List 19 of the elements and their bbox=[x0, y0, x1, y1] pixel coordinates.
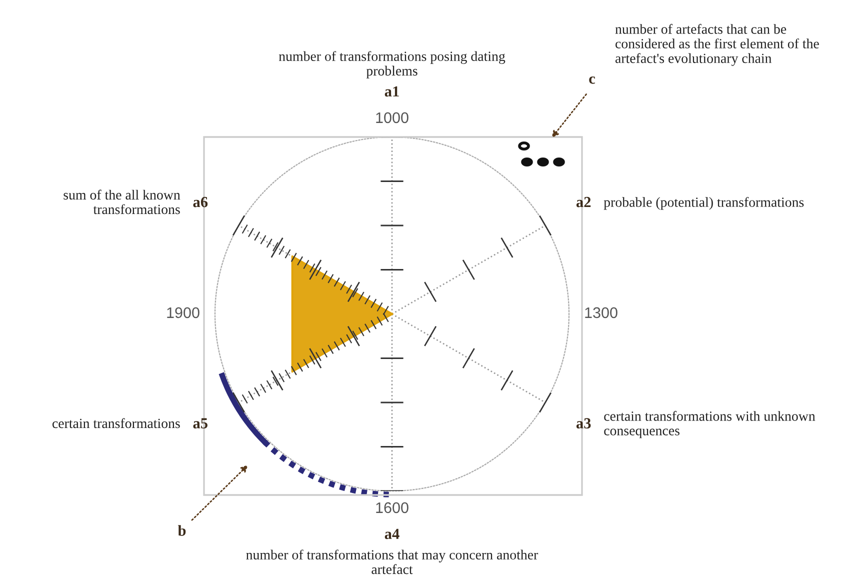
text: 1300 bbox=[585, 307, 618, 318]
text: 1900 bbox=[167, 307, 200, 318]
text: number of transformations posing dating problems bbox=[278, 51, 506, 78]
text: 1600 bbox=[376, 502, 408, 514]
spoke-label: a1 bbox=[384, 86, 399, 97]
text: b bbox=[178, 525, 186, 536]
text: certain transformations with unknown consequences bbox=[604, 410, 816, 438]
spoke-label: a2 bbox=[576, 196, 591, 208]
spoke-label: a4 bbox=[384, 528, 400, 540]
text: certain transformations bbox=[52, 418, 180, 428]
spoke-label: a6 bbox=[193, 196, 208, 208]
text: 1000 bbox=[376, 112, 408, 124]
spoke-label: a5 bbox=[193, 418, 208, 428]
text: number of artefacts that can be considered as the first element of the artefact's evolutionary chain bbox=[615, 24, 819, 66]
text: sum of the all known transformations bbox=[64, 190, 180, 214]
text: c bbox=[589, 76, 596, 84]
spoke-label: a3 bbox=[576, 418, 591, 428]
text: probable (potential) transformations bbox=[604, 197, 804, 210]
text: number of transformations that may concern another artefact bbox=[246, 550, 538, 574]
